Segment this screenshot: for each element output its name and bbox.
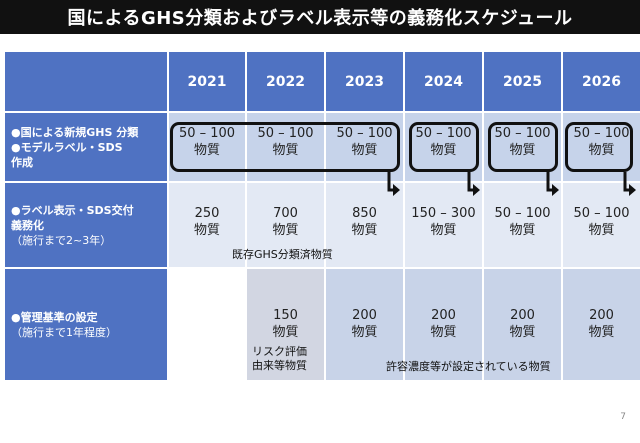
down-right-arrow-icon [466,172,480,196]
value-number: 700 [273,206,298,221]
value-number: 200 [431,308,456,323]
value-number: 50 – 100 [178,126,236,141]
value-number: 50 – 100 [415,126,472,141]
value-unit: 物質 [351,223,378,238]
value-number: 850 [352,206,377,221]
year-header: 2026 [562,52,640,111]
value-unit: 物質 [430,223,457,238]
row-label-line: ●国による新規GHS 分類 [11,125,139,139]
value-number: 50 – 100 [336,126,393,141]
slide-title: 国によるGHS分類およびラベル表示等の義務化スケジュール [0,0,640,34]
value-unit: 物質 [509,223,536,238]
down-right-arrow-icon [622,172,636,196]
value-number: 200 [352,308,377,323]
row-label-line: 義務化 [11,218,44,232]
year-header: 2022 [246,52,324,111]
frame-2026 [565,122,633,172]
value-unit: 物質 [272,143,299,158]
row-label-line: 作成 [11,155,33,169]
value-cell: 50 – 100 物質 [562,182,640,267]
year-header: 2025 [483,52,561,111]
row3-note-left: リスク評価 由来等物質 [252,345,307,373]
value-unit: 物質 [351,325,378,340]
value-cell: 700 物質 [246,182,324,267]
value-unit: 物質 [272,325,299,340]
value-number: 50 – 100 [573,126,630,141]
value-unit: 物質 [430,143,457,158]
row2-note: 既存GHS分類済物質 [232,248,333,261]
row-label-line: （施行まで1年程度） [11,325,117,339]
value-cell [168,268,245,380]
value-unit: 物質 [272,223,299,238]
value-number: 200 [589,308,614,323]
value-cell: 150 – 300 物質 [404,182,482,267]
row-label-line: （施行まで2~3年） [11,233,112,247]
down-right-arrow-icon [386,172,400,196]
frame-2024 [409,122,479,172]
value-number: 50 – 100 [257,126,314,141]
value-number: 50 – 100 [573,206,630,221]
value-unit: 物質 [509,325,536,340]
frame-2021-2023 [170,122,400,172]
value-unit: 物質 [430,325,457,340]
row-label-row3: ●管理基準の設定 （施行まで1年程度） [5,268,167,380]
year-header: 2024 [404,52,482,111]
value-unit: 物質 [193,143,220,158]
value-cell: 200 物質 [404,268,482,380]
row-label-row2: ●ラベル表示・SDS交付 義務化 （施行まで2~3年） [5,182,167,267]
value-number: 200 [510,308,535,323]
row-label-line: ●ラベル表示・SDS交付 [11,203,134,217]
note-line: リスク評価 [252,345,307,358]
row3-note-right: 許容濃度等が設定されている物質 [386,360,551,373]
value-unit: 物質 [588,223,615,238]
value-cell: 50 – 100 物質 [483,182,561,267]
header-corner [5,52,167,111]
value-number: 150 – 300 [411,206,476,221]
page-number: 7 [620,412,626,422]
value-cell: 200 物質 [483,268,561,380]
value-number: 250 [194,206,220,221]
value-cell: 250 物質 [168,182,245,267]
value-unit: 物質 [588,325,615,340]
value-cell: 200 物質 [562,268,640,380]
down-right-arrow-icon [545,172,559,196]
value-number: 50 – 100 [494,206,551,221]
row-label-line: ●管理基準の設定 [11,310,98,324]
row-label-line: ●モデルラベル・SDS [11,140,123,154]
note-line: 由来等物質 [252,359,307,372]
value-unit: 物質 [588,143,615,158]
year-header: 2023 [325,52,403,111]
row-label-row1: ●国による新規GHS 分類 ●モデルラベル・SDS 作成 [5,112,167,181]
value-unit: 物質 [509,143,536,158]
frame-2025 [488,122,558,172]
value-unit: 物質 [351,143,378,158]
value-cell: 850 物質 [325,182,403,267]
year-header: 2021 [168,52,245,111]
value-cell: 150 物質 [246,268,324,380]
value-unit: 物質 [193,223,220,238]
value-cell: 200 物質 [325,268,403,380]
value-number: 50 – 100 [494,126,551,141]
value-number: 150 [273,308,298,323]
